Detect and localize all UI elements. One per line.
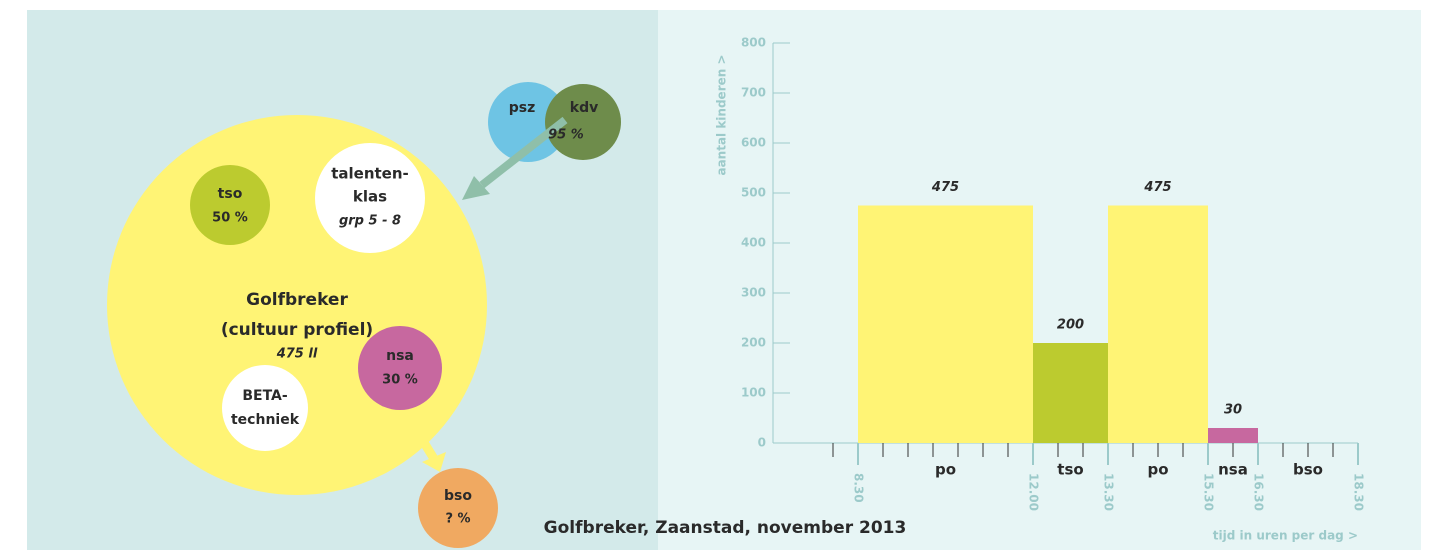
x-tick-label: 13.30 <box>1102 473 1116 511</box>
psz-circle <box>488 82 568 162</box>
node-label: nsa <box>386 348 414 364</box>
bso-arrowhead <box>422 452 446 472</box>
node-label: Golfbreker <box>246 290 348 310</box>
node-label: 95 % <box>548 128 584 143</box>
bar <box>858 205 1033 443</box>
node-label: 50 % <box>212 211 248 226</box>
node-label: ? % <box>445 512 470 527</box>
y-axis-label: aantal kinderen > <box>715 54 729 175</box>
y-tick-label: 700 <box>741 86 766 100</box>
beta-circle <box>222 365 308 451</box>
x-tick-label: 15.30 <box>1202 473 1216 511</box>
node-label: psz <box>509 100 536 116</box>
node-label: kdv <box>570 100 598 116</box>
kdv-arrowhead <box>462 176 490 200</box>
x-category-label: tso <box>1057 461 1083 479</box>
bso-arrow <box>411 425 440 465</box>
value-label: 475 <box>1143 180 1171 195</box>
bar <box>1108 205 1208 443</box>
kdv-circle <box>545 84 621 160</box>
value-label: 30 <box>1224 403 1242 418</box>
node-label: techniek <box>231 412 300 428</box>
y-tick-label: 100 <box>741 386 766 400</box>
bso-circle <box>418 468 498 548</box>
node-label: 30 % <box>382 373 418 388</box>
x-category-label: bso <box>1293 461 1323 479</box>
x-tick-label: 18.30 <box>1352 473 1366 511</box>
talent-circle <box>315 143 425 253</box>
x-category-label: nsa <box>1218 461 1248 479</box>
x-tick-label: 8.30 <box>852 473 866 503</box>
node-label: (cultuur profiel) <box>221 320 373 340</box>
y-tick-label: 600 <box>741 136 766 150</box>
x-tick-label: 16.30 <box>1252 473 1266 511</box>
right-panel <box>658 10 1421 550</box>
x-axis-label: tijd in uren per dag > <box>1213 529 1358 543</box>
x-category-label: po <box>935 461 956 479</box>
value-label: 475 <box>931 180 959 195</box>
caption: Golfbreker, Zaanstad, november 2013 <box>544 518 907 538</box>
y-tick-label: 500 <box>741 186 766 200</box>
node-label: 475 ll <box>276 347 318 362</box>
value-label: 200 <box>1057 318 1084 333</box>
node-label: tso <box>218 186 243 202</box>
y-tick-label: 800 <box>741 36 766 50</box>
kdv-arrow <box>479 116 568 189</box>
x-tick-label: 12.00 <box>1027 473 1041 511</box>
nsa-circle <box>358 326 442 410</box>
y-tick-label: 400 <box>741 236 766 250</box>
node-label: bso <box>444 488 472 504</box>
tso-circle <box>190 165 270 245</box>
node-label: BETA- <box>242 388 288 404</box>
bar <box>1033 343 1108 443</box>
node-label: grp 5 - 8 <box>339 214 401 229</box>
y-tick-label: 300 <box>741 286 766 300</box>
node-label: klas <box>353 188 387 206</box>
bar <box>1208 428 1258 443</box>
y-tick-label: 0 <box>758 436 766 450</box>
node-label: talenten- <box>331 165 409 183</box>
x-category-label: po <box>1147 461 1168 479</box>
y-tick-label: 200 <box>741 336 766 350</box>
